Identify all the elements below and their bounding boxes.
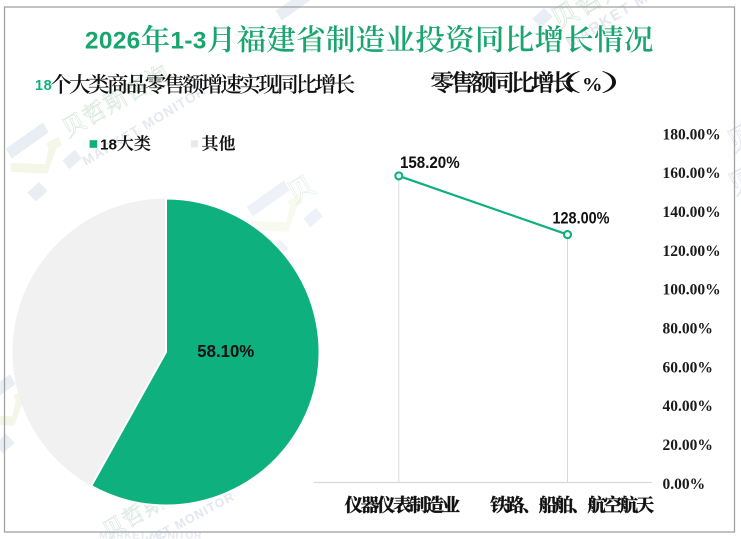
- svg-text:18: 18: [100, 137, 117, 154]
- svg-text:60.00%: 60.00%: [663, 359, 713, 376]
- svg-text:MARKET MONITOR: MARKET MONITOR: [99, 530, 202, 539]
- svg-text:100.00%: 100.00%: [663, 282, 721, 299]
- svg-text:158.20%: 158.20%: [400, 154, 460, 172]
- svg-text:18: 18: [35, 78, 52, 94]
- svg-text:0.00%: 0.00%: [663, 476, 706, 493]
- svg-text:1-3: 1-3: [170, 28, 206, 55]
- svg-text:120.00%: 120.00%: [663, 243, 721, 260]
- svg-text:140.00%: 140.00%: [663, 204, 721, 221]
- svg-text:%: %: [582, 74, 603, 96]
- svg-text:80.00%: 80.00%: [663, 321, 713, 338]
- svg-text:20.00%: 20.00%: [663, 437, 713, 454]
- svg-text:40.00%: 40.00%: [663, 398, 713, 415]
- svg-text:128.00%: 128.00%: [553, 210, 610, 228]
- svg-text:58.10%: 58.10%: [197, 342, 254, 361]
- svg-text:2026: 2026: [85, 28, 141, 55]
- svg-text:180.00%: 180.00%: [663, 126, 721, 143]
- svg-text:160.00%: 160.00%: [663, 165, 721, 182]
